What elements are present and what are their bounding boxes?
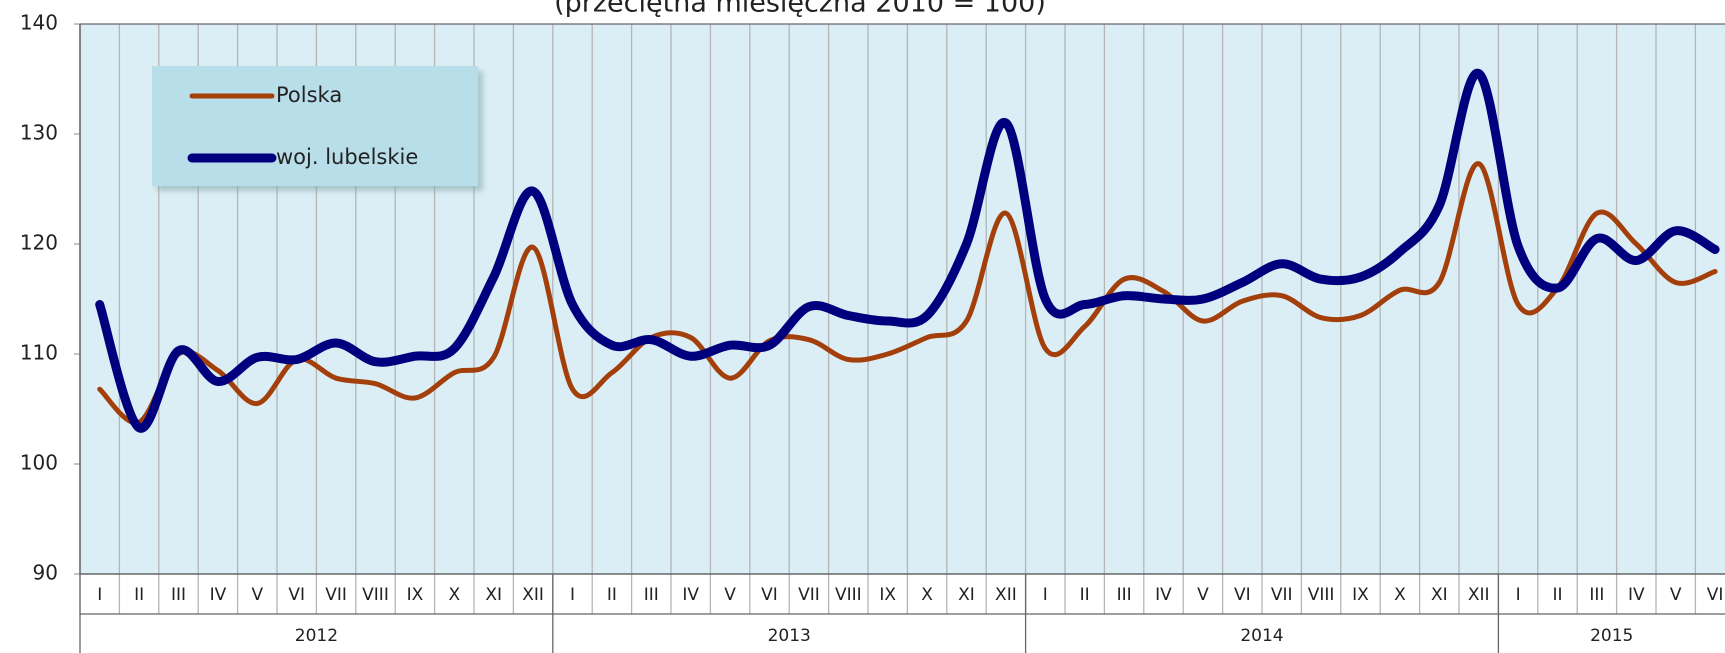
y-tick-label: 120 xyxy=(20,231,58,255)
x-tick-label: V xyxy=(1197,585,1209,605)
x-tick-label: II xyxy=(134,585,144,605)
x-tick-label: X xyxy=(448,585,460,605)
x-tick-label: XII xyxy=(995,585,1017,605)
x-tick-label: III xyxy=(1117,585,1132,605)
x-tick-label: VI xyxy=(761,585,778,605)
chart-subtitle: (przeciętna miesięczna 2010 = 100) xyxy=(554,0,1046,19)
x-tick-label: IX xyxy=(879,585,896,605)
x-tick-label: III xyxy=(644,585,659,605)
legend-box xyxy=(152,66,478,186)
x-tick-label: VI xyxy=(1234,585,1251,605)
x-tick-label: IV xyxy=(682,585,699,605)
x-tick-label: X xyxy=(921,585,933,605)
series-line xyxy=(95,69,1720,433)
y-tick-label: 110 xyxy=(20,341,58,365)
year-label: 2012 xyxy=(295,626,338,646)
x-tick-label: IV xyxy=(210,585,227,605)
x-tick-label: V xyxy=(251,585,263,605)
x-tick-label: VII xyxy=(325,585,347,605)
x-tick-label: XII xyxy=(1468,585,1490,605)
y-tick-label: 140 xyxy=(20,11,58,35)
x-tick-label: V xyxy=(724,585,736,605)
x-tick-label: IV xyxy=(1628,585,1645,605)
legend-label: woj. lubelskie xyxy=(276,145,418,169)
x-tick-label: IV xyxy=(1155,585,1172,605)
y-tick-label: 90 xyxy=(33,561,58,585)
x-tick-label: XI xyxy=(958,585,975,605)
x-tick-label: I xyxy=(97,585,102,605)
x-tick-label: I xyxy=(1516,585,1521,605)
x-tick-label: VI xyxy=(1707,585,1724,605)
x-tick-label: II xyxy=(607,585,617,605)
x-tick-label: III xyxy=(1589,585,1604,605)
x-tick-label: VII xyxy=(1271,585,1293,605)
x-tick-label: I xyxy=(1043,585,1048,605)
x-tick-label: VIII xyxy=(835,585,862,605)
series-line xyxy=(97,161,1718,426)
legend-label: Polska xyxy=(276,83,342,107)
x-tick-label: IX xyxy=(407,585,424,605)
x-tick-label: XI xyxy=(485,585,502,605)
x-tick-label: VII xyxy=(798,585,820,605)
x-tick-label: VI xyxy=(288,585,305,605)
x-tick-label: II xyxy=(1080,585,1090,605)
x-tick-label: XI xyxy=(1431,585,1448,605)
x-tick-label: V xyxy=(1670,585,1682,605)
y-tick-label: 100 xyxy=(20,451,58,475)
x-tick-label: VIII xyxy=(362,585,389,605)
x-tick-label: I xyxy=(570,585,575,605)
legend: Polska woj. lubelskie xyxy=(152,66,478,186)
x-tick-label: IX xyxy=(1352,585,1369,605)
x-tick-label: VIII xyxy=(1308,585,1335,605)
x-tick-label: III xyxy=(171,585,186,605)
y-tick-label: 130 xyxy=(20,121,58,145)
x-tick-label: XII xyxy=(522,585,544,605)
x-tick-label: II xyxy=(1552,585,1562,605)
x-tick-label: X xyxy=(1394,585,1406,605)
year-label: 2013 xyxy=(768,626,811,646)
year-label: 2015 xyxy=(1590,626,1633,646)
year-label: 2014 xyxy=(1240,626,1283,646)
